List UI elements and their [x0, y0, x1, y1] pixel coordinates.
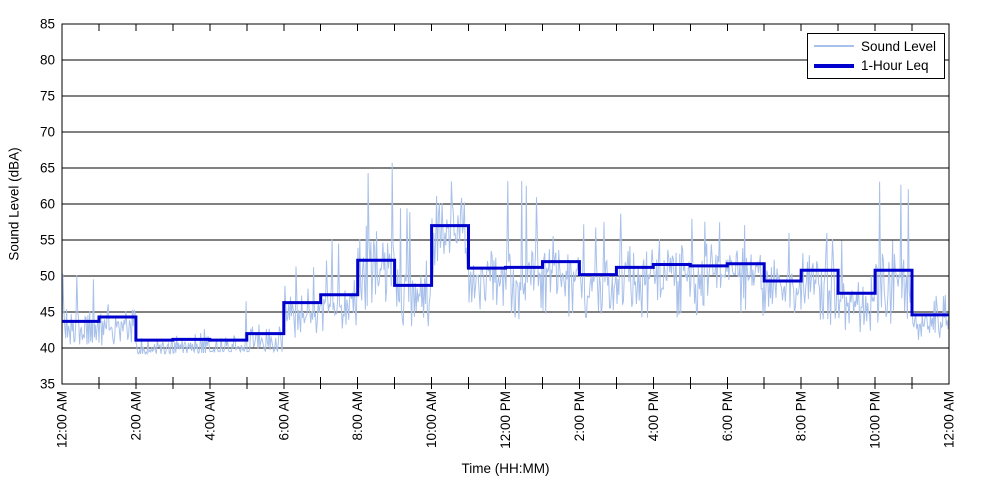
svg-text:8:00 AM: 8:00 AM [350, 391, 365, 441]
x-axis-ticks [98, 24, 913, 389]
leq-series [62, 224, 949, 342]
svg-text:12:00 PM: 12:00 PM [498, 391, 513, 449]
svg-text:65: 65 [40, 161, 55, 176]
x-axis-title: Time (HH:MM) [461, 461, 550, 476]
svg-text:2:00 PM: 2:00 PM [572, 391, 587, 441]
legend-item-sound-level: Sound Level [814, 40, 938, 54]
legend-label-leq: 1-Hour Leq [861, 57, 929, 73]
svg-text:80: 80 [40, 53, 55, 68]
svg-text:50: 50 [40, 269, 55, 284]
leq-line-sample [814, 63, 854, 68]
svg-text:12:00 AM: 12:00 AM [55, 391, 70, 448]
legend-label-sound-level: Sound Level [861, 38, 937, 54]
legend: Sound Level 1-Hour Leq [807, 33, 945, 79]
gridlines [62, 59, 949, 349]
sound-level-series [61, 162, 950, 356]
y-axis-labels: 35 40 45 50 55 60 65 70 75 80 85 [40, 17, 55, 392]
svg-text:35: 35 [40, 377, 55, 392]
svg-text:6:00 PM: 6:00 PM [720, 391, 735, 441]
legend-item-leq: 1-Hour Leq [814, 59, 938, 73]
svg-text:8:00 PM: 8:00 PM [794, 391, 809, 441]
svg-text:4:00 PM: 4:00 PM [646, 391, 661, 441]
svg-text:40: 40 [40, 341, 55, 356]
svg-text:45: 45 [40, 305, 55, 320]
svg-text:10:00 PM: 10:00 PM [868, 391, 883, 449]
sound-level-line-sample [814, 45, 854, 48]
svg-text:12:00 AM: 12:00 AM [942, 391, 957, 448]
svg-text:60: 60 [40, 197, 55, 212]
svg-text:55: 55 [40, 233, 55, 248]
svg-text:4:00 AM: 4:00 AM [202, 391, 217, 441]
svg-text:6:00 AM: 6:00 AM [276, 391, 291, 441]
svg-text:85: 85 [40, 17, 55, 32]
svg-text:10:00 AM: 10:00 AM [424, 391, 439, 448]
svg-text:75: 75 [40, 89, 55, 104]
svg-text:2:00 AM: 2:00 AM [128, 391, 143, 441]
y-axis-title: Sound Level (dBA) [6, 147, 22, 261]
svg-text:70: 70 [40, 125, 55, 140]
x-axis-labels: 12:00 AM 2:00 AM 4:00 AM 6:00 AM 8:00 AM 10:0… [55, 391, 957, 449]
